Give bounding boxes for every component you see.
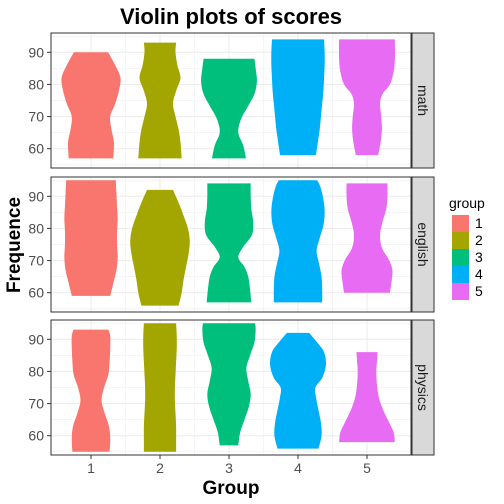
- violin-physics-group-5: [339, 352, 395, 443]
- y-tick-label: 60: [28, 428, 44, 444]
- y-tick-label: 80: [28, 363, 44, 379]
- y-tick-label: 70: [28, 253, 44, 269]
- facet-strip-physics: [411, 319, 435, 456]
- x-tick-label: 1: [87, 460, 95, 476]
- facet-strip-label: english: [415, 222, 431, 266]
- y-tick-label: 90: [28, 188, 44, 204]
- legend-label: 5: [475, 283, 483, 299]
- y-tick-label: 70: [28, 396, 44, 412]
- facet-strip-english: [411, 176, 435, 313]
- x-tick-label: 5: [363, 460, 371, 476]
- panel-border: [50, 176, 412, 313]
- violin-math-group-4: [271, 39, 325, 156]
- legend-title: group: [449, 195, 485, 211]
- legend-label: 3: [475, 249, 483, 265]
- facet-panel-physics: 60 70 80 90 physics: [28, 319, 435, 456]
- legend-key-4: [452, 266, 469, 283]
- y-tick-label: 60: [28, 285, 44, 301]
- y-tick-label: 90: [28, 44, 44, 60]
- facet-strip-math: [411, 32, 435, 169]
- violin-math-group-5: [339, 39, 395, 156]
- facet-panel-math: 60 70 80 90 math: [28, 32, 435, 169]
- y-tick-label: 80: [28, 220, 44, 236]
- y-tick-label: 60: [28, 141, 44, 157]
- violin-math-group-2: [138, 42, 182, 159]
- violin-english-group-5: [341, 183, 393, 293]
- violin-english-group-1: [64, 180, 118, 296]
- panel-border: [50, 32, 412, 169]
- chart-title: Violin plots of scores: [120, 4, 342, 29]
- violin-physics-group-1: [71, 329, 111, 452]
- y-tick-label: 90: [28, 331, 44, 347]
- violin-physics-group-2: [143, 323, 177, 452]
- x-tick-label: 4: [294, 460, 302, 476]
- violin-physics-group-4: [270, 332, 326, 449]
- x-axis: 1 2 3 4 5: [87, 455, 371, 476]
- violin-math-group-1: [61, 52, 121, 159]
- facet-strip-label: physics: [415, 364, 431, 411]
- x-axis-title: Group: [203, 478, 260, 499]
- violin-math-group-3: [201, 58, 257, 159]
- legend-key-3: [452, 249, 469, 266]
- y-tick-label: 80: [28, 76, 44, 92]
- facet-strip-label: math: [415, 85, 431, 116]
- x-tick-label: 2: [156, 460, 164, 476]
- facet-panels: 60 70 80 90 math 60 70 80 90 english 60 70 80 90 physi…: [28, 32, 435, 456]
- violin-english-group-3: [204, 183, 254, 303]
- legend-key-1: [452, 215, 469, 232]
- legend-label: 2: [475, 232, 483, 248]
- x-tick-label: 3: [225, 460, 233, 476]
- panel-border: [50, 319, 412, 456]
- facet-panel-english: 60 70 80 90 english: [28, 176, 435, 313]
- violin-physics-group-3: [202, 323, 256, 446]
- y-tick-label: 70: [28, 109, 44, 125]
- legend-key-2: [452, 232, 469, 249]
- legend-label: 1: [475, 215, 483, 231]
- violin-english-group-4: [271, 180, 325, 303]
- violin-english-group-2: [130, 189, 190, 306]
- legend-key-5: [452, 283, 469, 300]
- legend-label: 4: [475, 266, 483, 282]
- y-axis-title: Frequence: [4, 197, 25, 293]
